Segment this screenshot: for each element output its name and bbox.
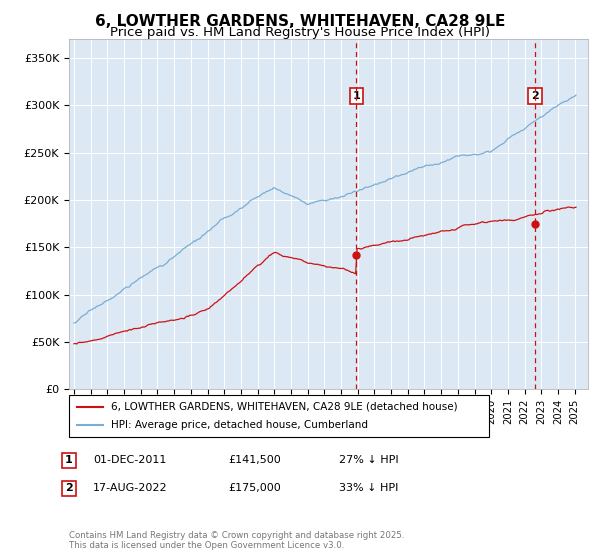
FancyBboxPatch shape	[69, 395, 489, 437]
Text: 1: 1	[352, 91, 360, 101]
Text: 33% ↓ HPI: 33% ↓ HPI	[339, 483, 398, 493]
Text: 2: 2	[531, 91, 539, 101]
Text: 6, LOWTHER GARDENS, WHITEHAVEN, CA28 9LE: 6, LOWTHER GARDENS, WHITEHAVEN, CA28 9LE	[95, 14, 505, 29]
Text: Price paid vs. HM Land Registry's House Price Index (HPI): Price paid vs. HM Land Registry's House …	[110, 26, 490, 39]
Text: 1: 1	[65, 455, 73, 465]
Text: 01-DEC-2011: 01-DEC-2011	[93, 455, 166, 465]
Text: 2: 2	[65, 483, 73, 493]
Text: 6, LOWTHER GARDENS, WHITEHAVEN, CA28 9LE (detached house): 6, LOWTHER GARDENS, WHITEHAVEN, CA28 9LE…	[111, 402, 458, 412]
Text: 17-AUG-2022: 17-AUG-2022	[93, 483, 167, 493]
Text: £175,000: £175,000	[228, 483, 281, 493]
Text: Contains HM Land Registry data © Crown copyright and database right 2025.
This d: Contains HM Land Registry data © Crown c…	[69, 530, 404, 550]
Text: £141,500: £141,500	[228, 455, 281, 465]
Text: HPI: Average price, detached house, Cumberland: HPI: Average price, detached house, Cumb…	[111, 420, 368, 430]
Text: 27% ↓ HPI: 27% ↓ HPI	[339, 455, 398, 465]
